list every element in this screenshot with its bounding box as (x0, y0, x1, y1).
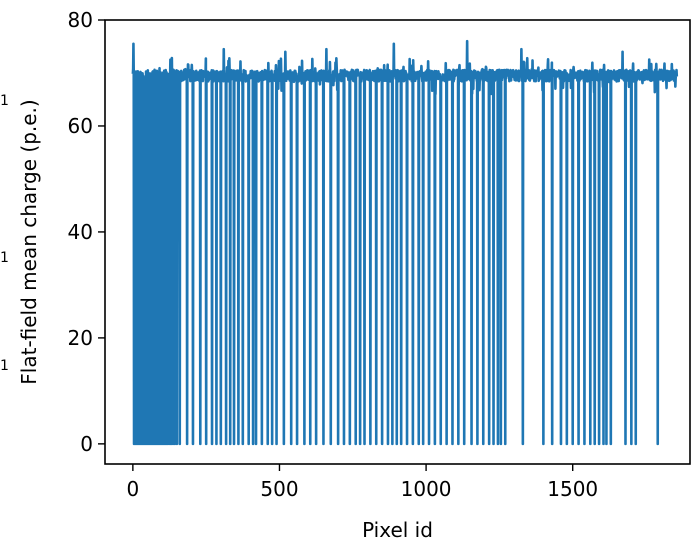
side-mark: 1 (0, 250, 9, 266)
side-marks: 1 1 1 (0, 93, 9, 374)
side-mark: 1 (0, 93, 9, 109)
series-line (131, 39, 679, 446)
x-tick-label: 500 (260, 477, 298, 501)
side-mark: 1 (0, 358, 9, 374)
y-tick-label: 60 (68, 114, 93, 138)
x-tick-label: 1500 (547, 477, 598, 501)
axes-frame (104, 19, 691, 465)
x-axis-label: Pixel id (362, 518, 433, 542)
series-line-group (131, 39, 679, 446)
x-tick-label: 0 (126, 477, 139, 501)
y-axis-label: Flat-field mean charge (p.e.) (17, 99, 41, 384)
y-tick-label: 80 (68, 8, 93, 32)
y-axis: 0 20 40 60 80 (68, 8, 105, 456)
y-tick-label: 20 (68, 326, 93, 350)
y-tick-label: 0 (80, 432, 93, 456)
y-tick-label: 40 (68, 220, 93, 244)
x-tick-label: 1000 (401, 477, 452, 501)
x-axis: 0 500 1000 1500 (126, 464, 598, 501)
